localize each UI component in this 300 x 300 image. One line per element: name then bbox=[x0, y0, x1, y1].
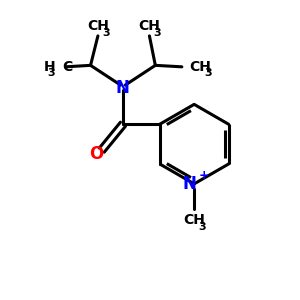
Text: 3: 3 bbox=[48, 68, 55, 78]
Text: H: H bbox=[44, 60, 55, 74]
Text: CH: CH bbox=[87, 20, 109, 34]
Text: 3: 3 bbox=[154, 28, 161, 38]
Text: CH: CH bbox=[139, 20, 160, 34]
Text: 3: 3 bbox=[102, 28, 110, 38]
Text: C: C bbox=[62, 60, 72, 74]
Text: O: O bbox=[89, 145, 103, 163]
Text: +: + bbox=[198, 169, 209, 182]
Text: CH: CH bbox=[183, 213, 205, 227]
Text: 3: 3 bbox=[198, 222, 206, 232]
Text: 3: 3 bbox=[205, 68, 212, 78]
Text: N: N bbox=[116, 79, 130, 97]
Text: N: N bbox=[183, 175, 197, 193]
Text: CH: CH bbox=[189, 60, 211, 74]
